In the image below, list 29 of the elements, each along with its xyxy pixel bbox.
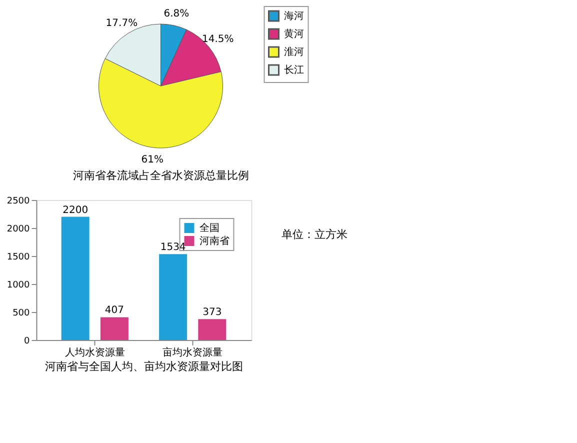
legend-label: 黄河 bbox=[284, 28, 304, 40]
x-tick-label: 亩均水资源量 bbox=[162, 346, 223, 358]
legend-label: 全国 bbox=[199, 222, 220, 234]
legend-label: 长江 bbox=[284, 64, 304, 76]
data-label: 1534 bbox=[160, 242, 186, 254]
data-label: 14.5% bbox=[202, 34, 234, 46]
text: 河南省各流域占全省水资源总量比例 bbox=[72, 169, 249, 182]
text: 单位：立方米 bbox=[281, 228, 348, 241]
data-label: 17.7% bbox=[106, 18, 138, 30]
legend-label: 河南省 bbox=[199, 235, 230, 247]
legend-label: 海河 bbox=[284, 10, 304, 22]
data-label: 373 bbox=[202, 307, 222, 318]
bar bbox=[198, 319, 226, 340]
data-label: 407 bbox=[104, 305, 124, 316]
bar bbox=[100, 317, 128, 340]
data-label: 6.8% bbox=[164, 8, 190, 20]
y-tick-label: 1000 bbox=[6, 280, 30, 290]
y-tick-label: 2500 bbox=[6, 196, 30, 206]
y-tick-label: 2000 bbox=[6, 224, 30, 234]
y-tick-label: 500 bbox=[12, 308, 30, 318]
bar bbox=[159, 254, 188, 340]
y-tick-label: 0 bbox=[24, 336, 30, 346]
data-label: 61% bbox=[141, 154, 164, 166]
bar bbox=[61, 216, 90, 340]
y-tick-label: 1500 bbox=[6, 252, 30, 262]
x-tick-label: 人均水资源量 bbox=[64, 346, 125, 358]
legend-label: 淮河 bbox=[284, 46, 304, 58]
text: 河南省与全国人均、亩均水资源量对比图 bbox=[44, 360, 243, 373]
data-label: 2200 bbox=[62, 204, 88, 216]
